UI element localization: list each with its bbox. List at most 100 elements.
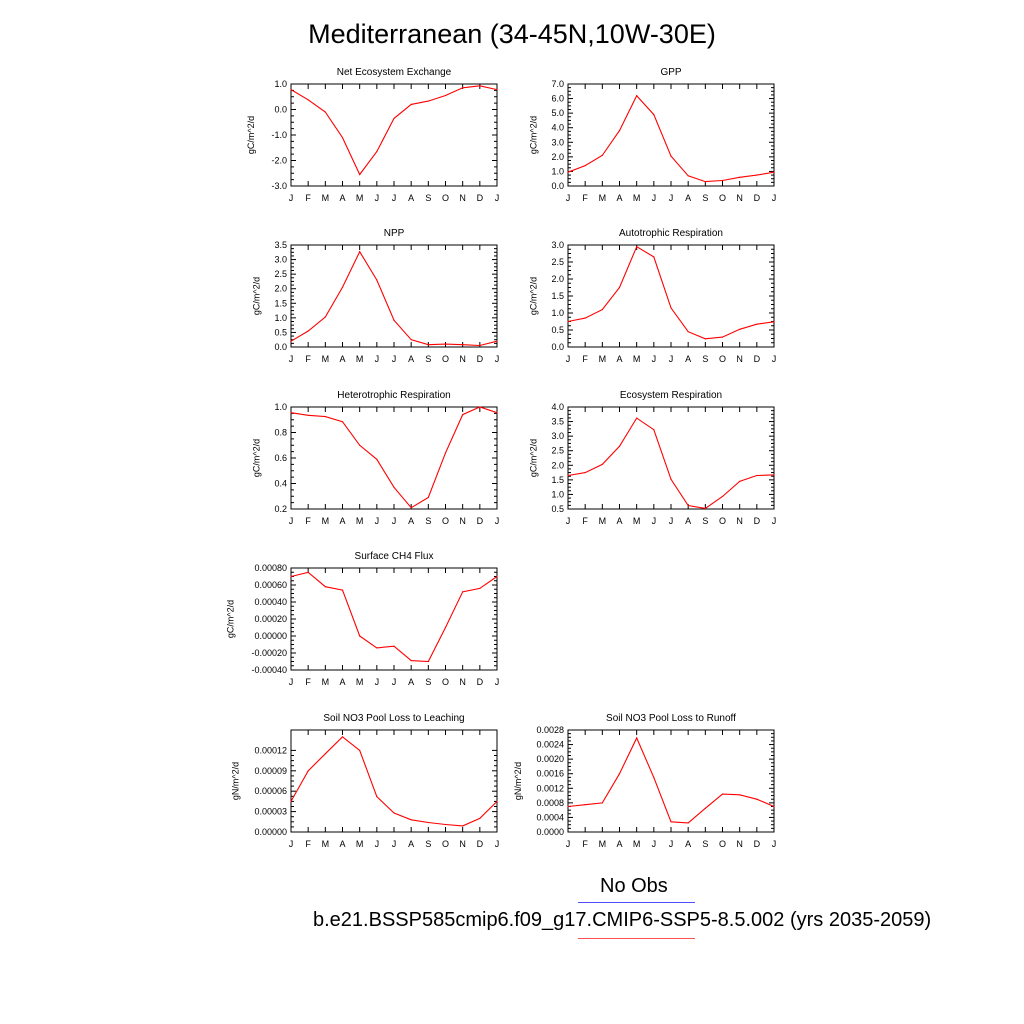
panel-2-xtick-label: S <box>702 193 708 203</box>
panel-4-data-point <box>756 323 758 325</box>
panel-5-ytick-label: 0.2 <box>274 504 287 514</box>
panel-5-xtick-label: M <box>356 516 364 526</box>
panel-5-xtick-label: J <box>392 516 397 526</box>
panel-7-data-point <box>359 635 361 637</box>
panel-9-data-point <box>427 821 429 824</box>
panel-4-data-point <box>670 307 672 309</box>
panel-9-xtick-label: F <box>305 839 311 849</box>
panel-7-ytick-label: 0.00000 <box>254 631 287 641</box>
panel-1-ytick-label: -2.0 <box>271 156 287 166</box>
panel-3-xtick-label: M <box>356 354 364 364</box>
panel-4-data-point <box>704 338 706 340</box>
panel-2-data-point <box>670 155 672 157</box>
panel-4-title: Autotrophic Respiration <box>619 228 723 239</box>
panel-5-data-point <box>479 406 481 408</box>
panel-9-data-point <box>462 825 464 827</box>
panel-6-xtick-label: J <box>566 516 571 526</box>
panel-7-data-point <box>290 575 292 578</box>
panel-6-xtick-label: O <box>719 516 726 526</box>
panel-6-xtick-label: J <box>669 516 674 526</box>
panel-3-data-point <box>341 286 344 288</box>
panel-6-xtick-label: F <box>582 516 588 526</box>
panel-3-ylabel: gC/m^2/d <box>251 277 261 315</box>
panel-2-xtick-label: M <box>599 193 607 203</box>
panel-1-title: Net Ecosystem Exchange <box>337 67 452 78</box>
panel-1-xtick-label: A <box>339 193 345 203</box>
panel-6-data-point <box>756 474 758 477</box>
panel-9-xtick-label: A <box>408 839 414 849</box>
panel-2-data-point <box>687 175 689 177</box>
panel-9-xtick-label: O <box>442 839 449 849</box>
panel-7-series-line <box>290 571 498 663</box>
panel-7-data-point <box>427 660 429 663</box>
panel-5-xtick-label: J <box>375 516 380 526</box>
panel-6-ytick-label: 0.5 <box>551 504 564 514</box>
panel-10-data-point <box>704 807 706 809</box>
panel-1-xtick-label: M <box>356 193 364 203</box>
panel-10-xtick-label: J <box>652 839 657 849</box>
panel-10-xtick-label: F <box>582 839 588 849</box>
panel-5-xtick-label: A <box>339 516 345 526</box>
panel-1-data-point <box>496 89 498 91</box>
panel-1-xtick-label: F <box>305 193 311 203</box>
panel-6-data-point <box>567 474 569 477</box>
panel-2-ytick-label: 3.0 <box>551 137 564 147</box>
panel-9-frame <box>290 729 498 833</box>
panel-6-xtick-label: J <box>772 516 777 526</box>
panel-5-xtick-label: F <box>305 516 311 526</box>
panel-1-xtick-label: N <box>459 193 466 203</box>
panel-10-ytick-label: 0.0004 <box>536 812 564 822</box>
panel-4-ytick-label: 2.0 <box>551 274 564 284</box>
panel-2-xtick-label: O <box>719 193 726 203</box>
panel-4-xtick-label: J <box>652 354 657 364</box>
panel-2-data-point <box>704 181 706 183</box>
panel-7-ytick-label: -0.00040 <box>251 665 287 675</box>
panel-5-xtick-label: J <box>495 516 500 526</box>
panel-9-xtick-label: M <box>356 839 364 849</box>
panel-2-series-line <box>567 94 775 183</box>
panel-2-data-point <box>653 114 655 116</box>
panel-7-data-point <box>393 645 395 647</box>
panel-5-data-point <box>307 414 309 416</box>
panel-10-ytick-label: 0.0016 <box>536 769 564 779</box>
panel-2-ytick-label: 7.0 <box>551 79 564 89</box>
panel-6-ytick-label: 3.5 <box>551 417 564 427</box>
panel-9-data-point <box>324 753 326 755</box>
panel-3-data-point <box>307 330 309 332</box>
panel-1-data-point <box>307 99 309 101</box>
panel-3-ytick-label: 0.0 <box>274 342 287 352</box>
panel-9-xtick-label: N <box>459 839 466 849</box>
panel-5-data-point <box>410 507 412 509</box>
panel-6-ytick-label: 2.0 <box>551 460 564 470</box>
panel-6-xtick-label: D <box>754 516 761 526</box>
panel-3-xtick-label: A <box>408 354 414 364</box>
panel-2-xtick-label: J <box>652 193 657 203</box>
panel-9-xtick-label: J <box>289 839 294 849</box>
panel-10-ytick-label: 0.0024 <box>536 740 564 750</box>
panel-2-xtick-label: N <box>736 193 743 203</box>
panel-3-ytick-label: 1.0 <box>274 313 287 323</box>
panel-3-data-point <box>479 344 481 347</box>
panel-4-ytick-label: 1.5 <box>551 291 564 301</box>
panel-2-xtick-label: A <box>685 193 691 203</box>
panel-6-xtick-label: S <box>702 516 708 526</box>
panel-7-ylabel: gC/m^2/d <box>225 600 235 638</box>
panel-10-data-point <box>653 776 655 778</box>
panel-7-xtick-label: J <box>495 677 500 687</box>
panel-2-data-point <box>636 95 638 97</box>
panel-1-ylabel: gC/m^2/d <box>246 116 256 154</box>
panel-6-frame <box>567 406 775 510</box>
panel-9-data-point <box>307 770 309 772</box>
panel-4-data-point <box>567 320 569 323</box>
panel-10-data-point <box>670 821 672 823</box>
panel-7-ytick-label: 0.00080 <box>254 563 287 573</box>
panel-2-xtick-label: J <box>566 193 571 203</box>
panel-7-xtick-label: J <box>375 677 380 687</box>
panel-10-data-point <box>773 805 775 808</box>
panel-10-xtick-label: M <box>633 839 641 849</box>
panel-5-frame <box>290 406 498 510</box>
panel-3-data-point <box>462 344 464 346</box>
panel-7-title: Surface CH4 Flux <box>355 551 434 562</box>
panel-9-data-point <box>444 823 447 826</box>
panel-6-xtick-label: M <box>599 516 607 526</box>
